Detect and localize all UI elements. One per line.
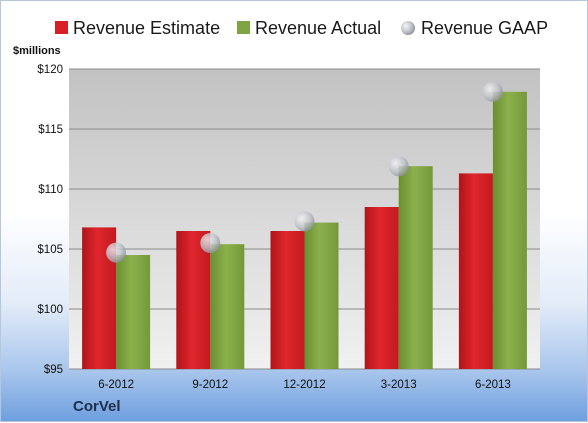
legend-swatch-estimate (55, 21, 68, 34)
bar-revenue-estimate (458, 173, 493, 369)
legend-swatch-actual (237, 21, 250, 34)
x-tick-label: 6-2012 (98, 379, 134, 391)
marker-revenue-gaap (200, 233, 221, 253)
legend: Revenue Estimate Revenue Actual Revenue … (55, 18, 548, 38)
marker-revenue-gaap (388, 156, 409, 177)
bar-revenue-estimate (270, 231, 305, 369)
legend-swatch-gaap (401, 21, 415, 35)
company-name: CorVel (73, 398, 121, 415)
x-tick-label: 9-2012 (192, 379, 228, 391)
y-tick-label: $95 (44, 364, 63, 376)
y-axis-ticks: $95 $100 $105 $110 $115 $120 (37, 64, 63, 376)
y-tick-label: $120 (37, 64, 63, 76)
bar-revenue-actual (492, 91, 527, 370)
y-tick-label: $110 (38, 184, 63, 196)
x-axis-ticks: 6-2012 9-2012 12-2012 3-2013 6-2013 (98, 379, 511, 391)
marker-revenue-gaap (482, 81, 503, 102)
y-tick-label: $100 (37, 304, 63, 316)
x-tick-label: 3-2013 (381, 379, 417, 391)
bar-revenue-actual (116, 255, 151, 369)
gaap-markers (106, 81, 503, 263)
legend-label-gaap: Revenue GAAP (421, 18, 548, 38)
legend-label-estimate: Revenue Estimate (73, 18, 220, 38)
bar-revenue-actual (210, 244, 245, 369)
x-tick-label: 6-2013 (475, 379, 511, 391)
marker-revenue-gaap (106, 242, 127, 263)
bar-revenue-estimate (176, 231, 211, 369)
marker-revenue-gaap (294, 211, 315, 232)
y-tick-label: $115 (38, 124, 63, 136)
bar-revenue-estimate (364, 207, 399, 369)
legend-label-actual: Revenue Actual (255, 18, 381, 38)
x-tick-label: 12-2012 (283, 379, 325, 391)
bar-revenue-actual (398, 166, 433, 369)
y-unit-label: $millions (13, 45, 61, 57)
y-tick-label: $105 (37, 244, 63, 256)
bar-revenue-actual (304, 222, 339, 369)
